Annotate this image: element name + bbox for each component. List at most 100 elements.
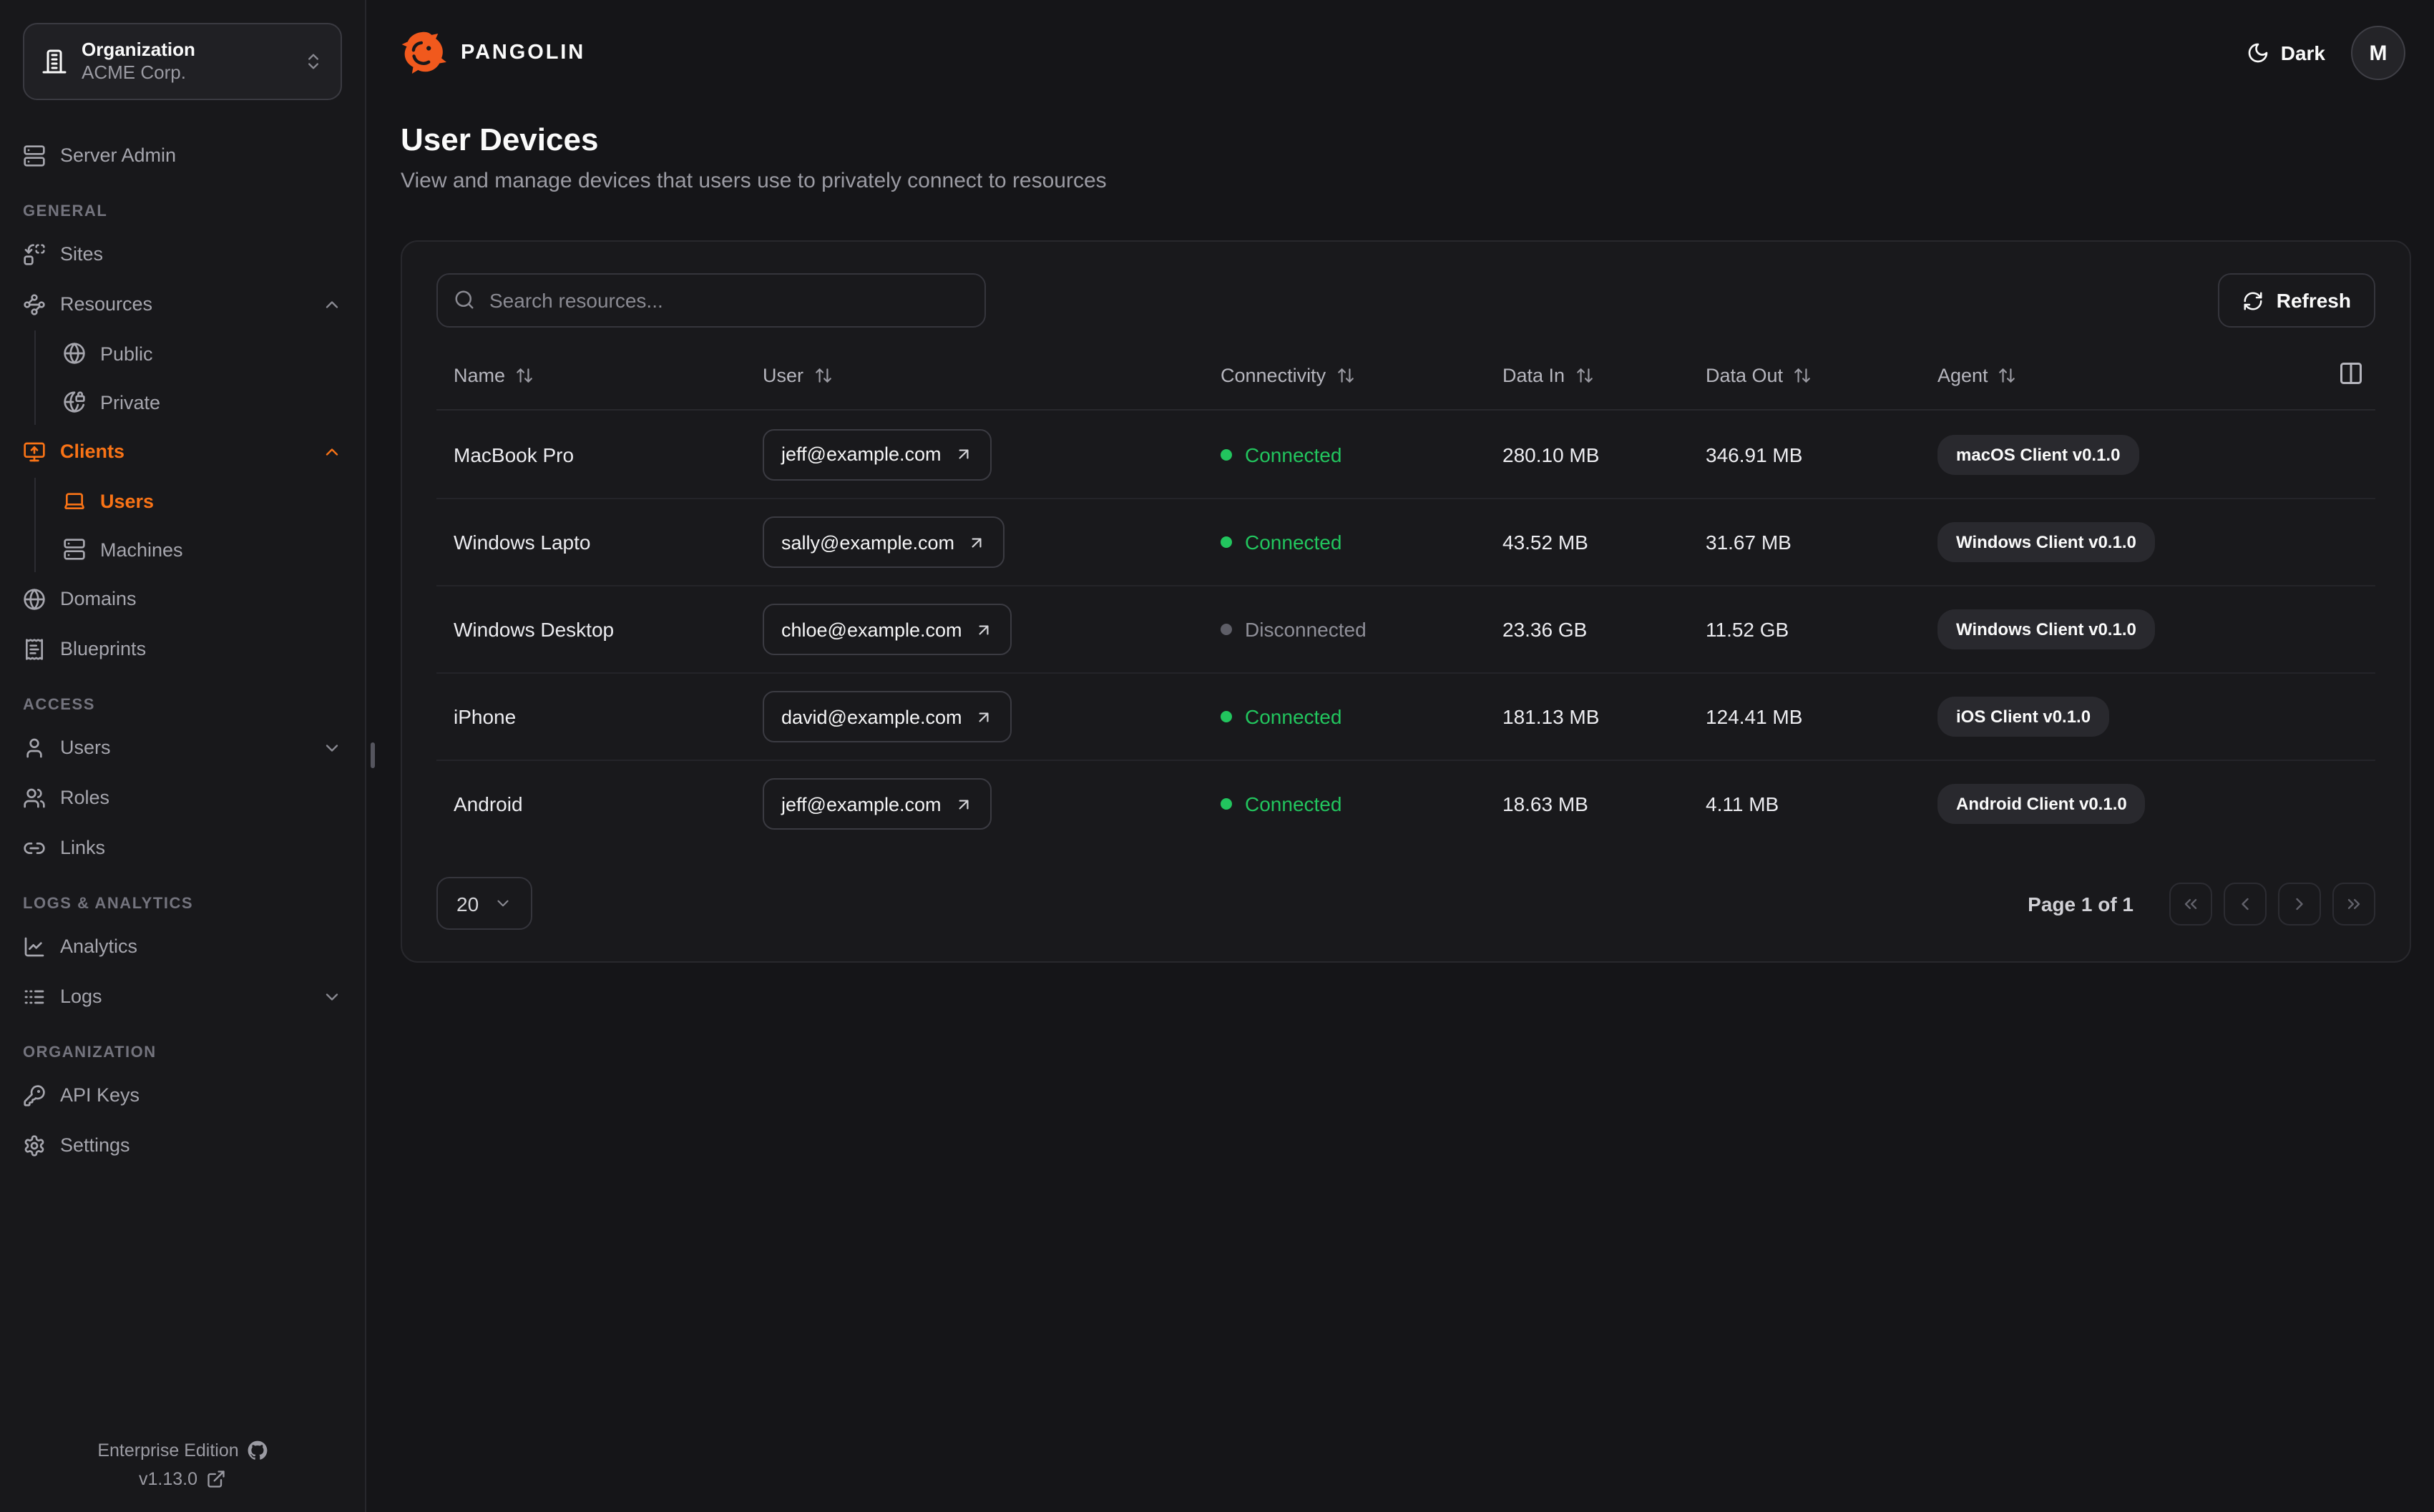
search-input[interactable] (436, 273, 986, 328)
column-header-agent[interactable]: Agent (1920, 365, 2375, 386)
column-header-user[interactable]: User (746, 365, 1203, 386)
arrow-up-down-icon (1793, 366, 1812, 385)
sidebar-item-domains[interactable]: Domains (23, 575, 342, 622)
theme-toggle-button[interactable]: Dark (2247, 41, 2325, 64)
sidebar-item-label: Links (60, 837, 106, 858)
moon-icon (2247, 41, 2269, 64)
table-row: Android jeff@example.com Connected 18.63… (436, 760, 2375, 847)
sidebar-item-label: Resources (60, 293, 153, 315)
sidebar-item-users[interactable]: Users (23, 724, 342, 771)
column-header-data-out[interactable]: Data Out (1688, 365, 1920, 386)
sidebar-item-machines[interactable]: Machines (63, 526, 342, 572)
sidebar-item-api-keys[interactable]: API Keys (23, 1071, 342, 1119)
chart-line-icon (23, 935, 46, 958)
sidebar-item-private[interactable]: Private (63, 379, 342, 425)
sidebar-item-blueprints[interactable]: Blueprints (23, 625, 342, 672)
sidebar-item-users[interactable]: Users (63, 478, 342, 524)
sidebar-item-label: Blueprints (60, 638, 147, 659)
pager-chevron-right-button[interactable] (2278, 882, 2321, 925)
table-row: Windows Desktop chloe@example.com Discon… (436, 585, 2375, 672)
user-link-button[interactable]: chloe@example.com (763, 604, 1012, 655)
device-name: MacBook Pro (454, 443, 575, 466)
connectivity-status: Disconnected (1203, 618, 1485, 641)
sidebar-item-clients[interactable]: Clients (23, 428, 342, 475)
user-link-button[interactable]: david@example.com (763, 691, 1012, 742)
pangolin-logo-icon (401, 29, 448, 77)
agent-badge: Windows Client v0.1.0 (1937, 522, 2155, 562)
agent-badge: macOS Client v0.1.0 (1937, 434, 2139, 474)
edition-link[interactable]: Enterprise Edition (23, 1440, 342, 1461)
arrow-up-right-icon (954, 445, 973, 463)
pager-chevrons-right-button[interactable] (2332, 882, 2375, 925)
refresh-label: Refresh (2276, 289, 2351, 312)
pager-chevrons-left-button[interactable] (2169, 882, 2212, 925)
user-icon (23, 736, 46, 759)
sidebar-item-label: Analytics (60, 936, 138, 957)
chevron-left-icon (2235, 893, 2255, 913)
status-dot (1221, 624, 1232, 635)
device-name: Windows Lapto (454, 531, 591, 554)
column-header-connectivity[interactable]: Connectivity (1203, 365, 1485, 386)
data-in-value: 23.36 GB (1502, 618, 1588, 641)
user-link-button[interactable]: jeff@example.com (763, 778, 992, 830)
version-link[interactable]: v1.13.0 (23, 1469, 342, 1489)
agent-badge: iOS Client v0.1.0 (1937, 697, 2110, 737)
sidebar-item-sites[interactable]: Sites (23, 230, 342, 278)
sidebar-scroll-handle[interactable] (371, 742, 375, 768)
pager-chevron-left-button[interactable] (2224, 882, 2267, 925)
sidebar-item-public[interactable]: Public (63, 330, 342, 376)
chevron-up-icon (322, 294, 342, 314)
sidebar-section-label: LOGS & ANALYTICS (23, 895, 194, 913)
chevrons-right-icon (2344, 893, 2364, 913)
table-row: MacBook Pro jeff@example.com Connected 2… (436, 411, 2375, 498)
arrow-up-down-icon (515, 366, 534, 385)
org-switcher-value: ACME Corp. (82, 62, 186, 83)
column-header-data-in[interactable]: Data In (1485, 365, 1688, 386)
org-switcher[interactable]: Organization ACME Corp. (23, 23, 342, 100)
refresh-button[interactable]: Refresh (2217, 273, 2375, 328)
search-box (436, 273, 986, 328)
globe-icon (63, 342, 86, 365)
column-header-name[interactable]: Name (436, 365, 746, 386)
sidebar-item-label: Domains (60, 588, 137, 609)
server-icon (63, 538, 86, 561)
sidebar-item-label: Clients (60, 441, 125, 462)
arrow-up-right-icon (967, 533, 986, 551)
sidebar-item-label: API Keys (60, 1084, 140, 1106)
sidebar-item-settings[interactable]: Settings (23, 1121, 342, 1169)
columns-toggle-button[interactable] (2338, 360, 2364, 386)
sidebar-item-server-admin[interactable]: Server Admin (23, 132, 342, 179)
globe-icon (23, 587, 46, 610)
devices-card: Refresh Name User Connectivity Data In D… (401, 240, 2411, 963)
page-size-select[interactable]: 20 (436, 877, 532, 930)
org-switcher-label: Organization (82, 38, 195, 60)
avatar[interactable]: M (2351, 26, 2405, 80)
device-name: Windows Desktop (454, 618, 615, 641)
arrow-up-right-icon (975, 620, 994, 639)
logs-icon (23, 985, 46, 1008)
arrow-up-right-icon (975, 707, 994, 726)
user-link-button[interactable]: sally@example.com (763, 516, 1005, 568)
sidebar-item-label: Private (100, 391, 161, 413)
device-name: Android (454, 792, 523, 815)
sites-icon (23, 242, 46, 265)
status-dot (1221, 711, 1232, 722)
sidebar-item-analytics[interactable]: Analytics (23, 923, 342, 970)
sidebar-item-resources[interactable]: Resources (23, 280, 342, 328)
table-row: Windows Lapto sally@example.com Connecte… (436, 498, 2375, 585)
page-size-value: 20 (456, 892, 479, 915)
sidebar-item-label: Sites (60, 243, 104, 265)
agent-badge: Windows Client v0.1.0 (1937, 609, 2155, 649)
sidebar-item-label: Server Admin (60, 144, 177, 166)
sidebar-item-roles[interactable]: Roles (23, 774, 342, 821)
sidebar-item-links[interactable]: Links (23, 824, 342, 871)
external-link-icon (206, 1469, 226, 1489)
status-dot (1221, 536, 1232, 548)
brand[interactable]: PANGOLIN (401, 29, 585, 77)
sidebar-item-label: Users (60, 737, 111, 758)
data-in-value: 18.63 MB (1502, 792, 1588, 815)
sidebar-item-logs[interactable]: Logs (23, 973, 342, 1020)
data-in-value: 43.52 MB (1502, 531, 1588, 554)
user-link-button[interactable]: jeff@example.com (763, 428, 992, 480)
